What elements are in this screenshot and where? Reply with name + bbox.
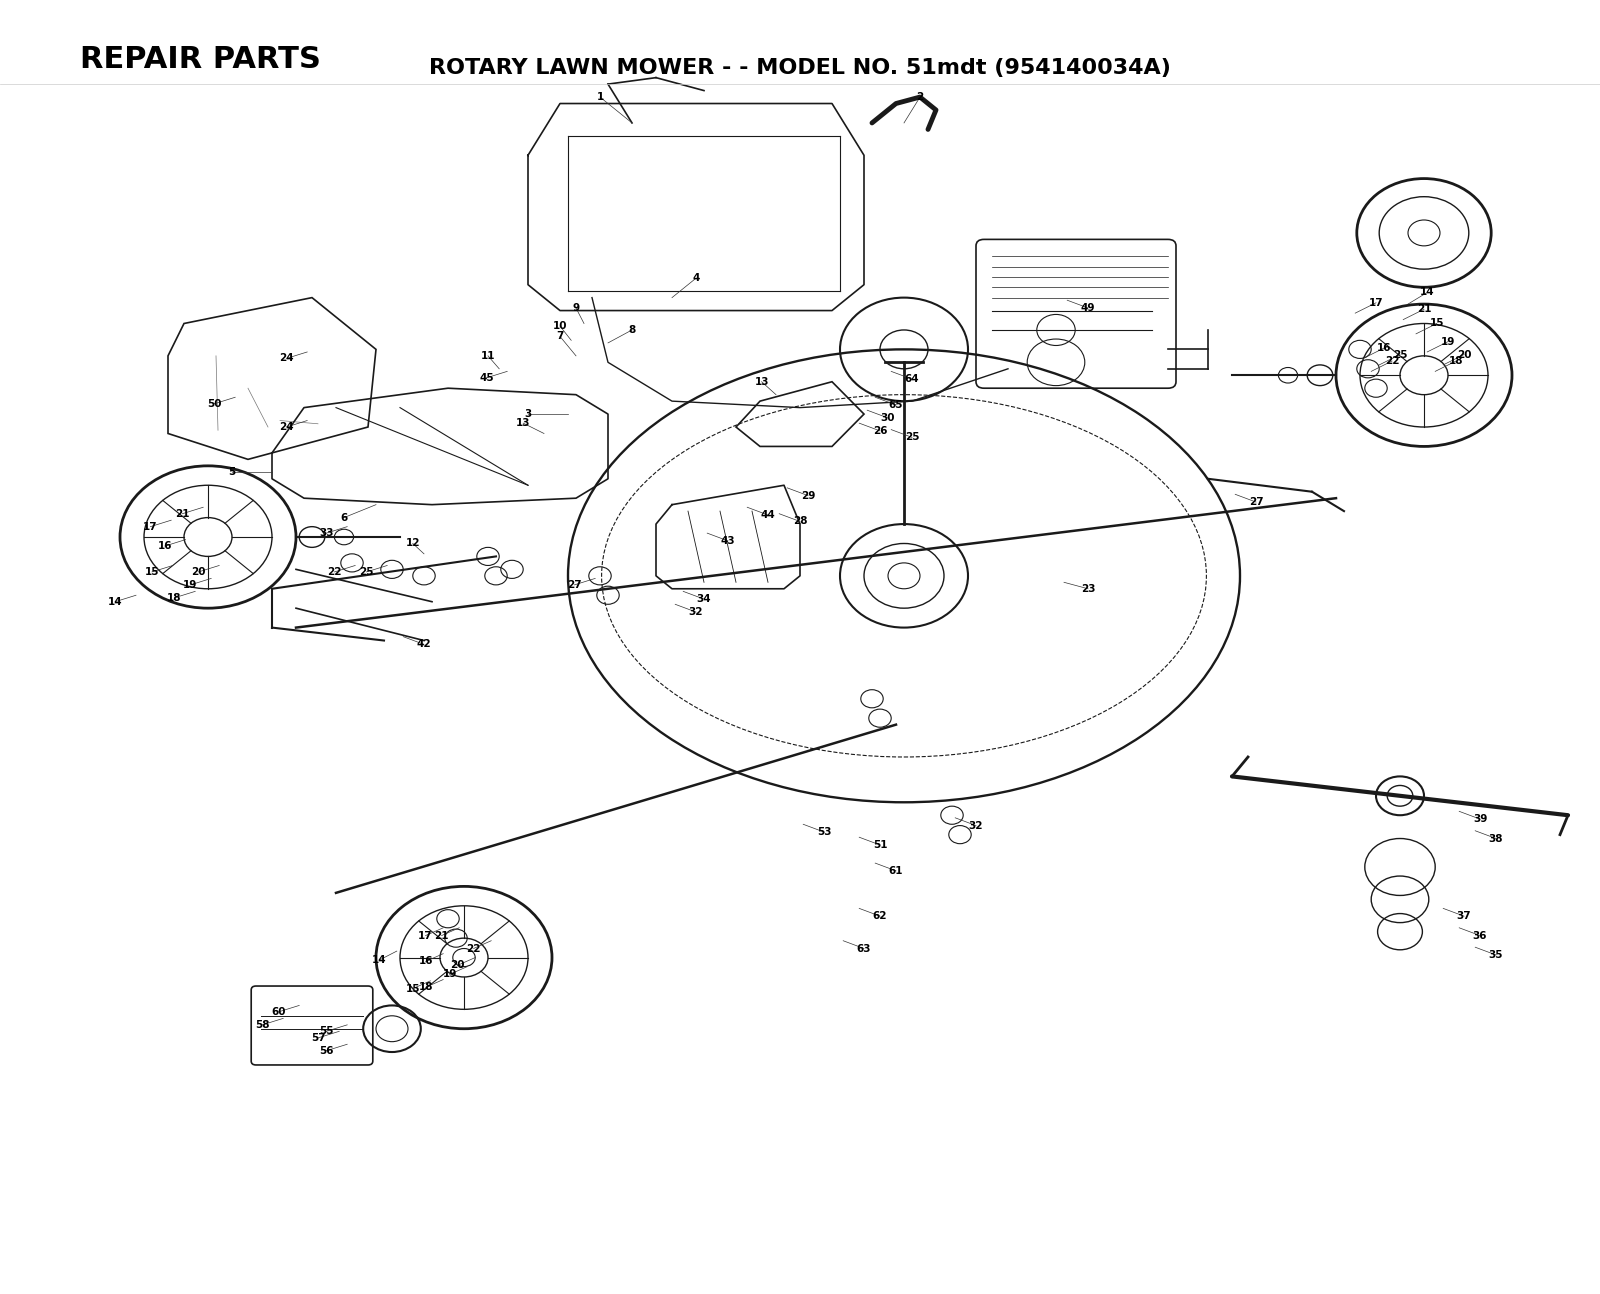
Text: 58: 58 [254,1020,270,1030]
Text: 23: 23 [1080,584,1096,594]
Text: 22: 22 [1384,356,1400,366]
Text: 51: 51 [872,840,888,850]
Text: 20: 20 [190,567,206,577]
Text: 17: 17 [1368,298,1384,308]
Text: 14: 14 [371,955,387,965]
Text: 60: 60 [270,1007,286,1017]
Text: 9: 9 [573,303,579,313]
Text: 27: 27 [1248,497,1264,507]
Text: 29: 29 [802,490,814,501]
Text: 22: 22 [466,943,482,954]
Text: 13: 13 [754,377,770,387]
Text: 32: 32 [968,820,984,831]
Text: 26: 26 [872,426,888,436]
Text: 20: 20 [450,960,466,970]
Text: 34: 34 [696,594,712,604]
Text: 56: 56 [318,1046,334,1056]
Text: 19: 19 [1442,336,1454,347]
Text: 24: 24 [278,353,294,364]
Text: 7: 7 [557,331,563,342]
Text: 14: 14 [1419,287,1435,298]
Text: 43: 43 [720,536,736,546]
Text: 25: 25 [1392,349,1408,360]
Text: 37: 37 [1456,911,1472,921]
Text: 30: 30 [880,413,896,423]
Text: 21: 21 [434,930,450,941]
Text: 44: 44 [760,510,776,520]
Text: 36: 36 [1472,930,1488,941]
Text: 62: 62 [872,911,888,921]
Text: 3: 3 [525,409,531,419]
Text: 18: 18 [418,982,434,992]
Text: 28: 28 [792,516,808,527]
Text: 38: 38 [1488,833,1504,844]
Text: 22: 22 [326,567,342,577]
Text: 8: 8 [629,325,635,335]
Text: 21: 21 [174,509,190,519]
Text: 42: 42 [416,639,432,650]
Text: 32: 32 [688,607,704,617]
Text: 45: 45 [478,373,494,383]
Text: 50: 50 [206,399,222,409]
Text: 17: 17 [418,930,434,941]
Text: 35: 35 [1488,950,1504,960]
Text: 25: 25 [358,567,374,577]
Text: 24: 24 [278,422,294,432]
Text: 5: 5 [229,467,235,477]
Text: 21: 21 [1416,304,1432,314]
Text: 16: 16 [157,541,173,551]
Text: 4: 4 [693,273,699,283]
Text: 18: 18 [166,593,182,603]
Text: 63: 63 [856,943,872,954]
Text: ROTARY LAWN MOWER - - MODEL NO. 51mdt (954140034A): ROTARY LAWN MOWER - - MODEL NO. 51mdt (9… [429,58,1171,78]
Text: 19: 19 [443,969,456,980]
Text: REPAIR PARTS: REPAIR PARTS [80,45,322,74]
Text: 18: 18 [1448,356,1464,366]
Text: 14: 14 [107,597,123,607]
Text: 15: 15 [405,983,421,994]
Text: 33: 33 [318,528,334,538]
Text: 39: 39 [1474,814,1486,824]
Text: 6: 6 [341,512,347,523]
Text: 55: 55 [318,1026,334,1036]
Text: 49: 49 [1080,303,1096,313]
Text: 10: 10 [552,321,568,331]
Text: 53: 53 [816,827,832,837]
Text: 13: 13 [515,418,531,428]
Text: 12: 12 [405,538,421,549]
Text: 20: 20 [1456,349,1472,360]
Text: 17: 17 [142,521,158,532]
Text: 16: 16 [418,956,434,967]
Text: 15: 15 [1429,318,1445,329]
Text: 19: 19 [184,580,197,590]
Text: 15: 15 [144,567,160,577]
Text: 16: 16 [1376,343,1392,353]
Text: 2: 2 [917,92,923,102]
Text: 57: 57 [310,1033,326,1043]
Text: 61: 61 [888,866,904,876]
Text: 1: 1 [597,92,603,102]
Text: 64: 64 [904,374,920,384]
Text: 25: 25 [904,432,920,443]
Text: 11: 11 [480,351,496,361]
Text: 27: 27 [566,580,582,590]
Text: 65: 65 [888,400,904,410]
